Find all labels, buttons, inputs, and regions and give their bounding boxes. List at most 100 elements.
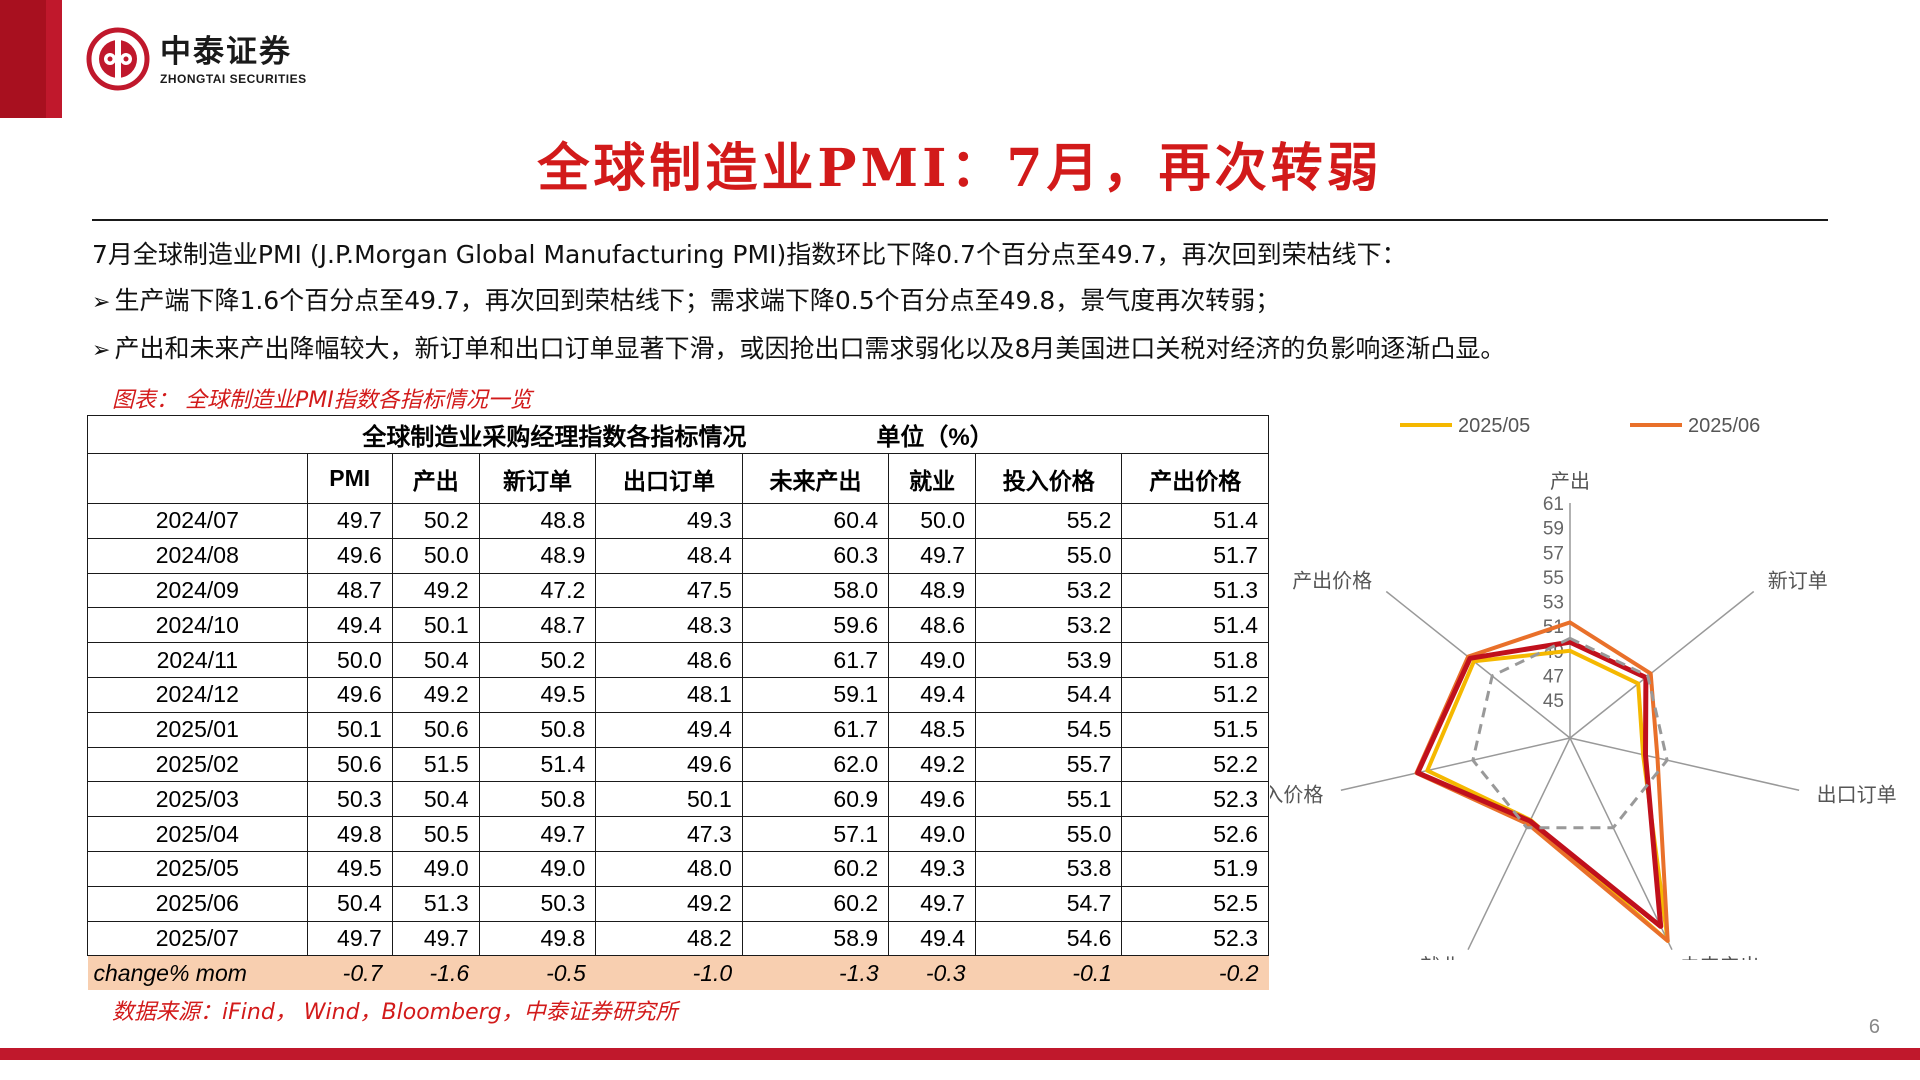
table-cell: 50.0	[391, 537, 480, 574]
footer-red-bar	[0, 1048, 1920, 1060]
table-cell: 49.7	[888, 537, 977, 574]
table-cell: 51.4	[478, 746, 597, 783]
column-header: 产出	[391, 453, 480, 504]
row-date: 2025/06	[87, 885, 308, 922]
change-cell: -0.3	[888, 955, 976, 990]
bullet-item: ➢ 产出和未来产出降幅较大，新订单和出口订单显著下滑，或因抢出口需求弱化以及8月美…	[92, 326, 1832, 374]
table-cell: 50.1	[391, 607, 480, 644]
table-cell: 50.6	[391, 711, 480, 748]
table-cell: 60.9	[741, 781, 890, 818]
table-cell: 54.7	[975, 885, 1123, 922]
table-cell: 49.5	[478, 676, 597, 713]
row-date: 2025/03	[87, 781, 308, 818]
table-cell: 60.3	[741, 537, 890, 574]
table-cell: 59.1	[741, 676, 890, 713]
table-cell: 51.5	[1121, 711, 1269, 748]
table-cell: 60.2	[741, 885, 890, 922]
change-cell: -1.3	[742, 955, 889, 990]
radar-axis-line	[1569, 737, 1800, 792]
table-cell: 55.1	[975, 781, 1123, 818]
table-row: 2025/06 50.4 51.3 50.3 49.2 60.2 49.7 54.7 52.5	[87, 885, 1269, 922]
table-cell: 50.4	[306, 885, 393, 922]
table-cell: 49.5	[306, 850, 393, 887]
table-cell: 50.4	[391, 642, 480, 678]
row-date: 2025/02	[87, 746, 308, 783]
table-row: 2025/01 50.1 50.6 50.8 49.4 61.7 48.5 54.5 51.5	[87, 711, 1269, 748]
table-row: 2025/04 49.8 50.5 49.7 47.3 57.1 49.0 55.0 52.6	[87, 816, 1269, 852]
table-cell: 47.5	[595, 572, 743, 609]
row-date: 2024/10	[87, 607, 308, 644]
figure-caption: 图表： 全球制造业PMI指数各指标情况一览	[112, 388, 532, 413]
table-cell: 51.3	[391, 885, 480, 922]
change-cell: -0.1	[975, 955, 1122, 990]
radar-axis-label: 未来产出	[1680, 954, 1760, 960]
table-cell: 50.5	[391, 816, 480, 852]
table-cell: 51.9	[1121, 850, 1269, 887]
radar-tick-label: 53	[1543, 593, 1564, 614]
bullet-text: 生产端下降1.6个百分点至49.7，再次回到荣枯线下；需求端下降0.5个百分点至…	[114, 286, 1281, 315]
table-cell: 49.4	[306, 607, 393, 644]
table-cell: 50.6	[306, 746, 393, 783]
radar-axis-label: 投入价格	[1270, 782, 1323, 806]
row-date: 2025/05	[87, 850, 308, 887]
table-cell: 53.2	[975, 572, 1123, 609]
change-label: change% mom	[87, 955, 308, 990]
table-cell: 49.6	[595, 746, 743, 783]
radar-series-line	[1425, 648, 1670, 943]
table-cell: 49.0	[391, 850, 480, 887]
radar-axis-line	[1385, 590, 1571, 739]
table-row: 2025/05 49.5 49.0 49.0 48.0 60.2 49.3 53.8 51.9	[87, 850, 1269, 887]
table-cell: 55.2	[975, 503, 1123, 539]
column-header-date	[87, 453, 308, 504]
table-cell: 58.0	[741, 572, 890, 609]
table-cell: 57.1	[741, 816, 890, 852]
radar-tick-label: 59	[1543, 519, 1564, 540]
table-cell: 49.4	[888, 920, 977, 957]
change-cell: -1.0	[595, 955, 743, 990]
row-date: 2024/08	[87, 537, 308, 574]
radar-axis-label: 出口订单	[1817, 782, 1897, 806]
table-cell: 62.0	[741, 746, 890, 783]
table-cell: 49.3	[888, 850, 977, 887]
table-cell: 52.6	[1121, 816, 1269, 852]
radar-chart: 产出新订单出口订单未来产出就业投入价格产出价格45474951535557596…	[1270, 415, 1897, 960]
table-cell: 54.4	[975, 676, 1123, 713]
table-cell: 48.0	[595, 850, 743, 887]
table-cell: 60.2	[741, 850, 890, 887]
change-row: change% mom -0.7 -1.6 -0.5 -1.0 -1.3 -0.3 -0.1-…	[87, 955, 1269, 990]
column-header: 产出价格	[1121, 453, 1269, 504]
radar-axis-label: 就业	[1420, 954, 1460, 960]
bullet-item: ➢ 生产端下降1.6个百分点至49.7，再次回到荣枯线下；需求端下降0.5个百分点…	[92, 278, 1832, 326]
title-divider	[92, 219, 1828, 221]
table-cell: 47.2	[478, 572, 597, 609]
radar-axis-line	[1569, 737, 1673, 951]
page-title: 全球制造业PMI：7月，再次转弱	[537, 138, 1383, 199]
table-cell: 50.0	[306, 642, 393, 678]
table-cell: 49.7	[306, 920, 393, 957]
column-header: PMI	[306, 453, 393, 504]
row-date: 2024/12	[87, 676, 308, 713]
table-cell: 52.2	[1121, 746, 1269, 783]
table-cell: 50.3	[306, 781, 393, 818]
page-number: 6	[1868, 1016, 1880, 1038]
table-cell: 49.6	[306, 537, 393, 574]
pmi-table: 全球制造业采购经理指数各指标情况 单位（%） PMI 产出 新订单 出口订单 未来产出就…	[87, 415, 1269, 990]
table-cell: 50.0	[888, 503, 977, 539]
table-row: 2024/07 49.7 50.2 48.8 49.3 60.4 50.0 55.2 51.4	[87, 503, 1269, 539]
table-cell: 53.8	[975, 850, 1123, 887]
table-cell: 50.1	[595, 781, 743, 818]
change-cell: -0.5	[479, 955, 596, 990]
radar-axis-label: 产出	[1550, 469, 1590, 493]
row-date: 2025/07	[87, 920, 308, 957]
table-cell: 49.0	[888, 816, 977, 852]
table-cell: 49.6	[888, 781, 977, 818]
table-row: 2024/09 48.7 49.2 47.2 47.5 58.0 48.9 53.2 51.3	[87, 572, 1269, 609]
table-cell: 50.3	[478, 885, 597, 922]
table-cell: 51.2	[1121, 676, 1269, 713]
table-cell: 49.4	[595, 711, 743, 748]
change-cell: -0.2	[1121, 955, 1269, 990]
bullet-list: 7月全球制造业PMI (J.P.Morgan Global Manufactur…	[92, 232, 1832, 374]
table-cell: 48.2	[595, 920, 743, 957]
table-row: 2024/11 50.0 50.4 50.2 48.6 61.7 49.0 53.9 51.8	[87, 642, 1269, 678]
table-row: 2024/08 49.6 50.0 48.9 48.4 60.3 49.7 55.0 51.7	[87, 537, 1269, 574]
